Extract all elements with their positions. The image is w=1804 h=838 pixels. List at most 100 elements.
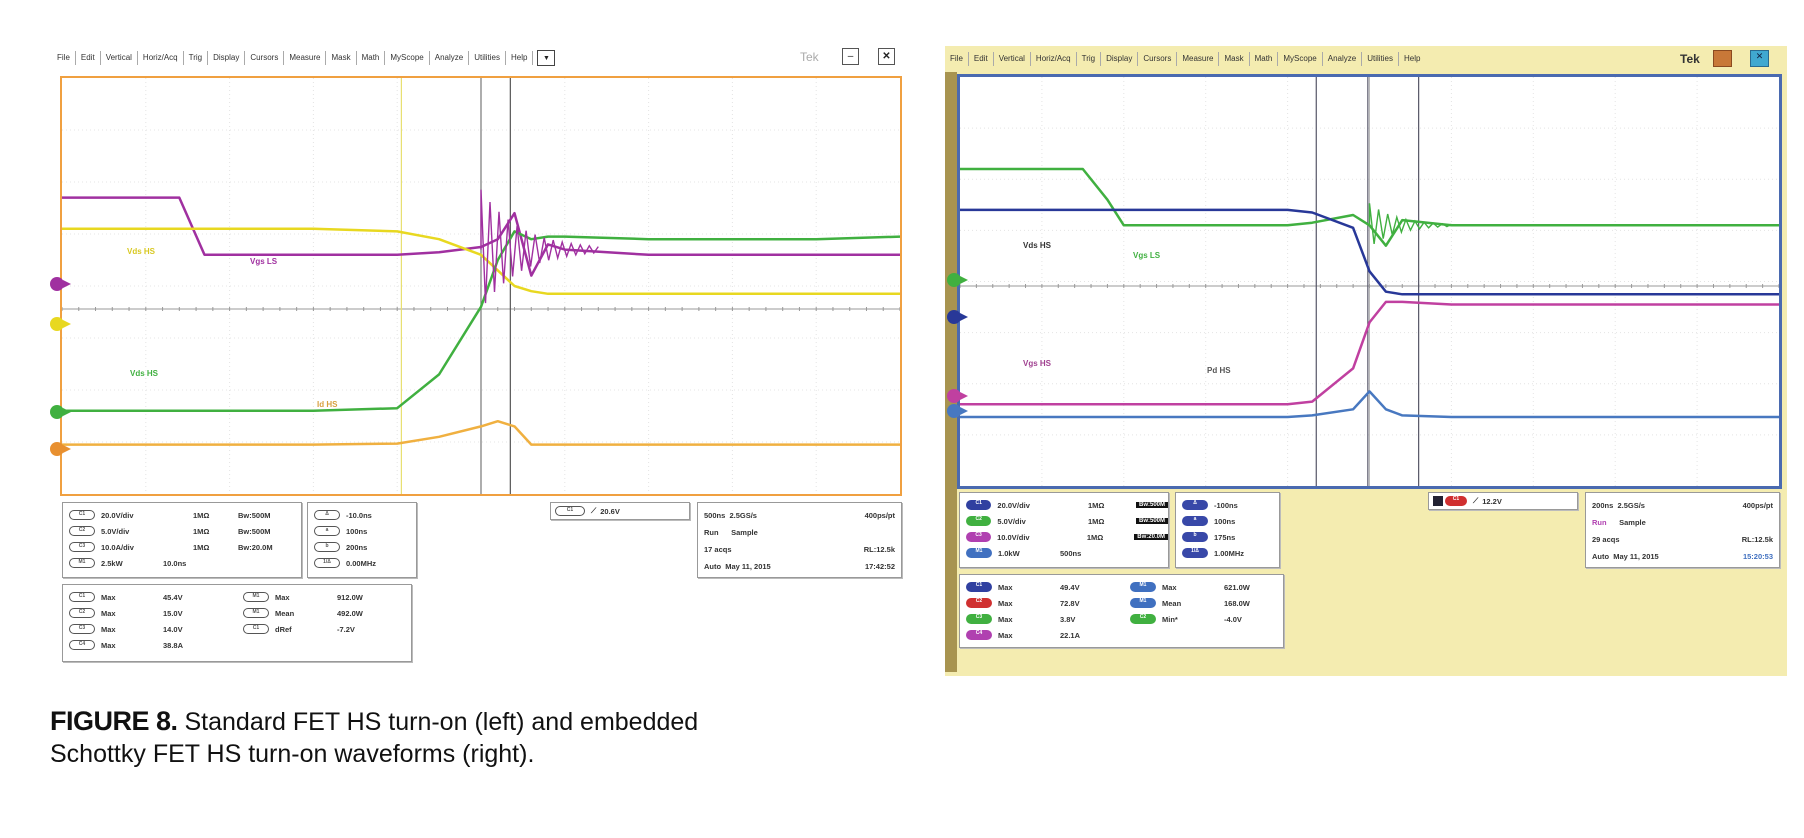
menu-item-edit[interactable]: Edit — [969, 52, 994, 66]
channel-badge[interactable]: C3 — [966, 614, 992, 624]
ch-marker-vds-yellow[interactable] — [50, 317, 71, 331]
channel-badge[interactable]: C2 — [69, 608, 95, 618]
menu-item-edit[interactable]: Edit — [76, 51, 101, 65]
menu-item-file[interactable]: File — [945, 52, 969, 66]
waveform-label-pd-hs: Pd HS — [1207, 366, 1231, 375]
menu-item-vertical[interactable]: Vertical — [101, 51, 138, 65]
ch-marker-vgs-ls[interactable] — [947, 273, 968, 287]
cursor-row: b 175ns — [1176, 529, 1279, 545]
menu-item-utilities[interactable]: Utilities — [1362, 52, 1399, 66]
trigger-readout[interactable]: C1 ⟋ 12.2V — [1428, 492, 1578, 510]
channel-badge[interactable]: C1 — [966, 582, 992, 592]
waveform-label-vds-hs: Vds HS — [127, 247, 156, 256]
channel-badge[interactable]: C2 — [966, 516, 992, 526]
menu-item-utilities[interactable]: Utilities — [469, 51, 506, 65]
menu-item-myscope[interactable]: MyScope — [1278, 52, 1323, 66]
measurement-label: Max — [101, 592, 116, 602]
channel-badge[interactable]: C4 — [966, 630, 992, 640]
channel-badge[interactable]: M1 — [69, 558, 95, 568]
menu-item-myscope[interactable]: MyScope — [385, 51, 430, 65]
timebase-scale: 200ns — [1592, 501, 1614, 510]
cursor-value: 0.00MHz — [346, 558, 377, 568]
channel-badge[interactable]: a — [314, 526, 340, 536]
channel-badge[interactable]: 1/Δ — [314, 558, 340, 568]
measurement-row: C3 Max 14.0V — [63, 621, 237, 637]
menu-item-measure[interactable]: Measure — [1177, 52, 1220, 66]
menu-item-horizacq[interactable]: Horiz/Acq — [138, 51, 184, 65]
channel-impedance: 1MΩ — [1088, 516, 1105, 526]
minimize-icon[interactable] — [1713, 50, 1732, 67]
menu-item-trig[interactable]: Trig — [184, 51, 209, 65]
channel-badge[interactable]: M1 — [966, 548, 992, 558]
menu-item-cursors[interactable]: Cursors — [1138, 52, 1178, 66]
menu-item-help[interactable]: Help — [1404, 54, 1421, 63]
menu-item-file[interactable]: File — [52, 51, 76, 65]
menu-item-mask[interactable]: Mask — [1219, 52, 1250, 66]
menu-item-display[interactable]: Display — [1101, 52, 1139, 66]
ch-marker-pd-hs[interactable] — [947, 404, 968, 418]
channel-badge[interactable]: b — [314, 542, 340, 552]
close-icon[interactable]: ✕ — [878, 48, 895, 65]
menu-item-measure[interactable]: Measure — [284, 51, 327, 65]
menu-item-help[interactable]: Help — [506, 51, 534, 65]
menu-item-vertical[interactable]: Vertical — [994, 52, 1031, 66]
channel-badge[interactable]: C3 — [69, 624, 95, 634]
menu-item-display[interactable]: Display — [208, 51, 246, 65]
channel-badge[interactable]: C2 — [69, 526, 95, 536]
record-length: RL:12.5k — [863, 545, 895, 554]
menu-item-math[interactable]: Math — [357, 51, 386, 65]
channel-badge[interactable]: Δ — [314, 510, 340, 520]
left-waveform-plot[interactable] — [60, 76, 902, 496]
sample-rate: 2.5GS/s — [729, 511, 757, 520]
menu-item-horizacq[interactable]: Horiz/Acq — [1031, 52, 1077, 66]
dropdown-arrow-icon[interactable]: ▼ — [537, 50, 556, 66]
menu-item-analyze[interactable]: Analyze — [1323, 52, 1363, 66]
ch-marker-vgs-ls[interactable] — [50, 277, 71, 291]
channel-badge[interactable]: b — [1182, 532, 1208, 542]
channel-badge[interactable]: C1 — [69, 592, 95, 602]
channel-badge[interactable]: M1 — [243, 592, 269, 602]
measurement-value: 22.1A — [1060, 630, 1081, 640]
menu-item-cursors[interactable]: Cursors — [245, 51, 285, 65]
channel-badge[interactable]: C4 — [69, 640, 95, 650]
trigger-channel-icon — [1433, 496, 1443, 506]
channel-badge[interactable]: C2 — [1129, 614, 1156, 624]
ch-marker-vds-hs[interactable] — [947, 310, 968, 324]
channel-badge[interactable]: M1 — [1129, 598, 1156, 608]
ch-marker-id-hs[interactable] — [50, 442, 71, 456]
menu-item-trig[interactable]: Trig — [1077, 52, 1102, 66]
channel-scale: 5.0V/div — [101, 526, 130, 536]
channel-impedance: 1MΩ — [193, 526, 210, 536]
time: 15:20:53 — [1742, 552, 1773, 561]
channel-scale: 1.0kW — [998, 548, 1020, 558]
channel-badge[interactable]: C1 — [69, 510, 95, 520]
measurement-label: Max — [101, 640, 116, 650]
channel-badge[interactable]: C3 — [69, 542, 95, 552]
channel-badge[interactable]: C2 — [966, 598, 992, 608]
menu-item-analyze[interactable]: Analyze — [430, 51, 470, 65]
menu-item-mask[interactable]: Mask — [326, 51, 357, 65]
channel-badge[interactable]: a — [1182, 516, 1208, 526]
right-waveform-plot[interactable] — [957, 74, 1782, 489]
right-scope-brand: Tek — [1680, 52, 1700, 66]
ch-marker-vds-green[interactable] — [50, 405, 71, 419]
minimize-icon[interactable]: – — [842, 48, 859, 65]
timebase-panel: 500ns 2.5GS/s 400ps/pt Run Sample 17 acqs… — [697, 502, 902, 578]
menu-item-math[interactable]: Math — [1250, 52, 1279, 66]
channel-badge[interactable]: C3 — [966, 532, 992, 542]
date: May 11, 2015 — [1613, 552, 1659, 561]
trigger-readout[interactable]: C1 ⟋ 20.6V — [550, 502, 690, 520]
waveform-label-vds-green: Vds HS — [130, 369, 159, 378]
channel-badge[interactable]: C1 — [243, 624, 269, 634]
channel-badge[interactable]: Δ — [1182, 500, 1208, 510]
channel-badge[interactable]: 1/Δ — [1182, 548, 1208, 558]
caption-line-2: Schottky FET HS turn-on waveforms (right… — [50, 740, 535, 768]
channel-badge[interactable]: M1 — [243, 608, 269, 618]
ch-marker-vgs-hs[interactable] — [947, 389, 968, 403]
cursor-value: -10.0ns — [346, 510, 372, 520]
close-icon[interactable]: ✕ — [1750, 50, 1769, 67]
channel-badge[interactable]: M1 — [1129, 582, 1156, 592]
channel-badge[interactable]: C1 — [966, 500, 992, 510]
acq-count: 29 acqs — [1592, 535, 1620, 544]
channel-scale: 10.0V/div — [997, 532, 1030, 542]
